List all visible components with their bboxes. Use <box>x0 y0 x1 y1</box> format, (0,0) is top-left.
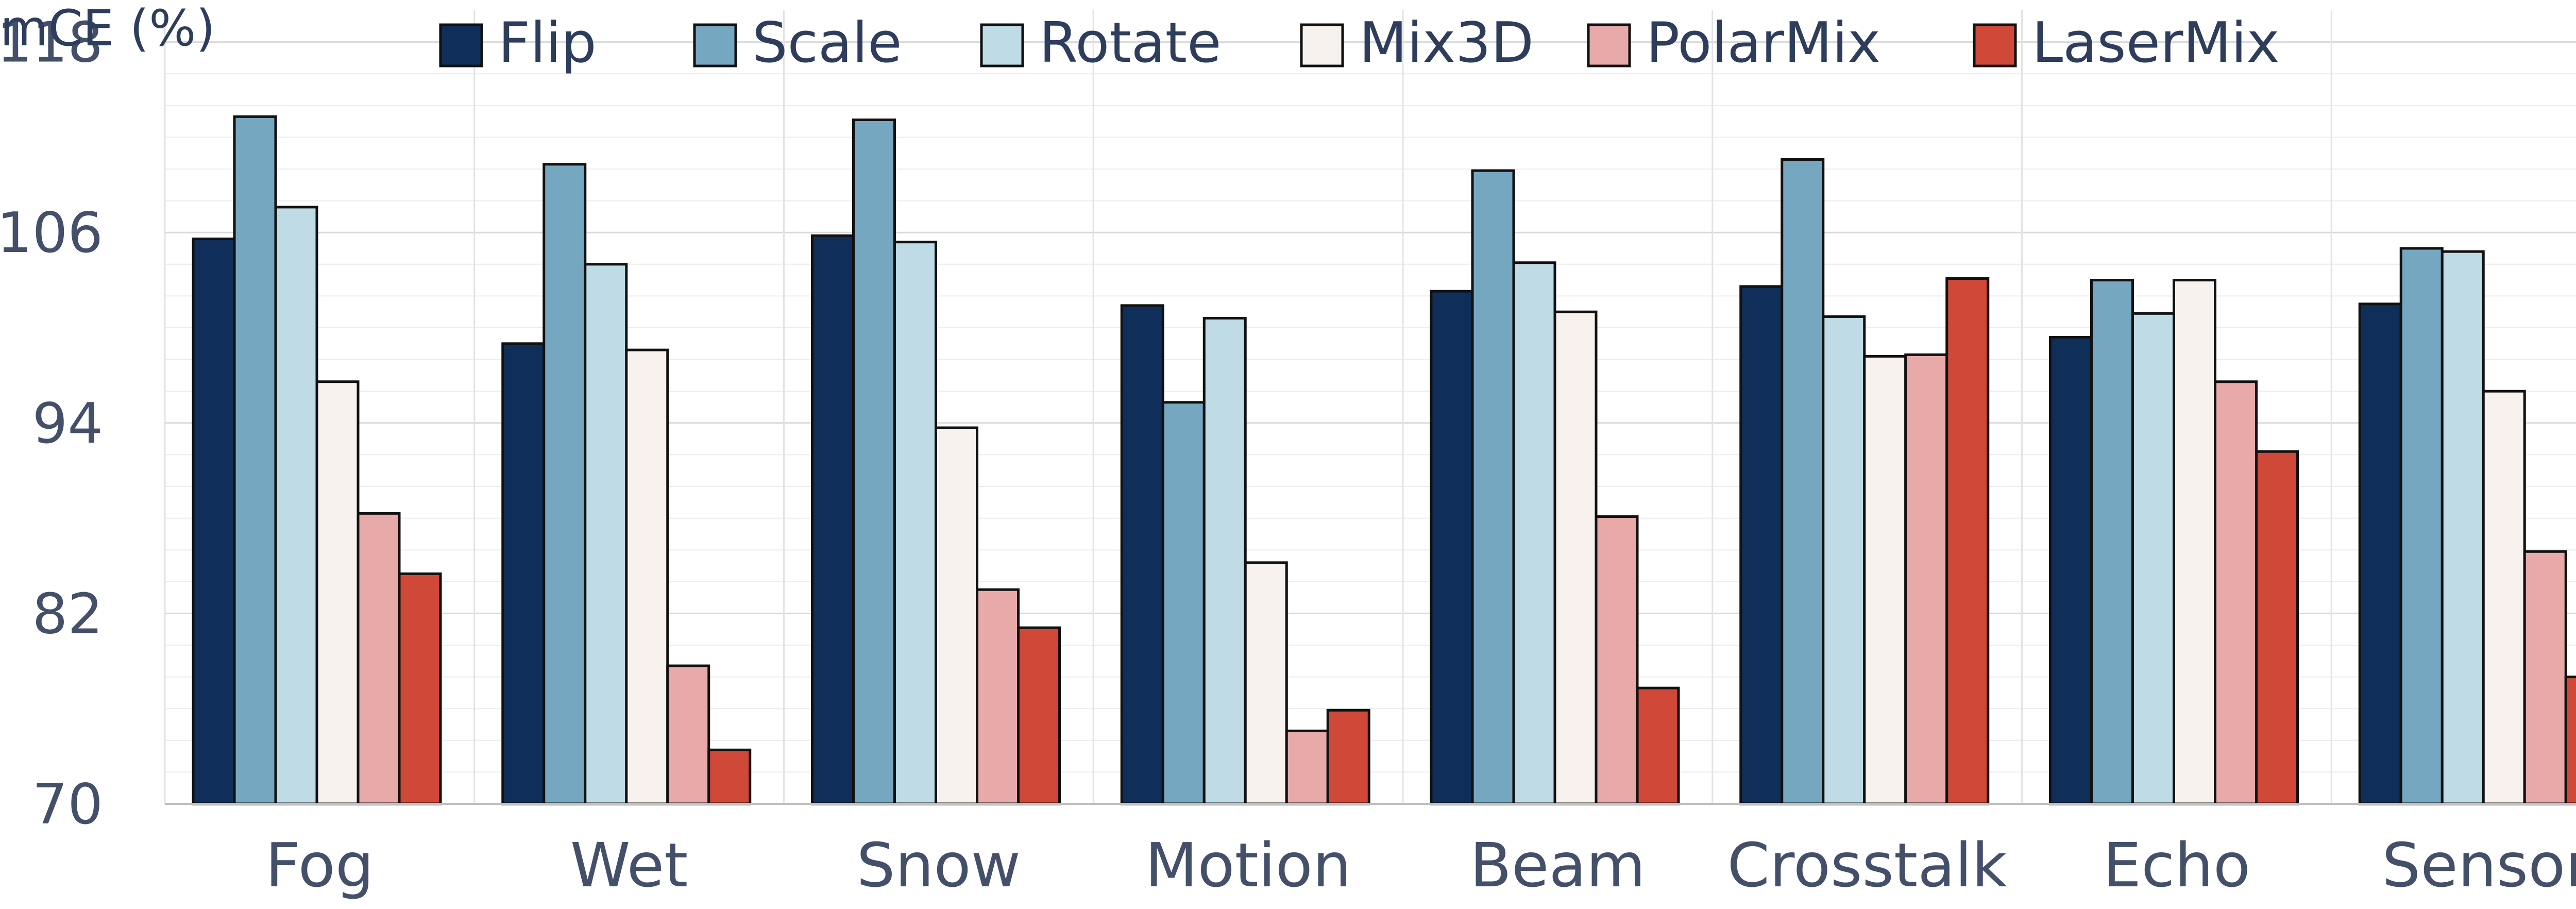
legend-item-rotate: Rotate <box>980 11 1222 75</box>
bar-fog-rotate: Rotate / Fog: 107.6 <box>274 206 318 805</box>
legend-swatch-flip <box>439 23 483 68</box>
bar-crosstalk-flip: Flip / Crosstalk: 102.6 <box>1739 285 1784 805</box>
bar-echo-polarmix: PolarMix / Echo: 96.6 <box>2214 380 2258 805</box>
bar-fog-mix3d: Mix3D / Fog: 96.6 <box>315 380 360 805</box>
legend-label-polarmix: PolarMix <box>1646 11 1880 75</box>
legend-item-lasermix: LaserMix <box>1973 11 2280 75</box>
bar-crosstalk-rotate: Rotate / Crosstalk: 100.7 <box>1822 315 1866 805</box>
bar-motion-mix3d: Mix3D / Motion: 85.2 <box>1244 561 1288 805</box>
legend-swatch-rotate <box>980 23 1024 68</box>
y-axis-label: mCE (%) <box>0 0 215 57</box>
y-tick-label-70: 70 <box>32 772 103 837</box>
x-tick-label-fog: Fog <box>265 830 374 901</box>
x-tick-label-sensor: Sensor <box>2382 830 2576 901</box>
bar-beam-rotate: Rotate / Beam: 104.1 <box>1512 261 1556 805</box>
x-tick-label-echo: Echo <box>2103 830 2250 901</box>
y-tick-label-106: 106 <box>0 201 103 265</box>
legend-item-mix3d: Mix3D <box>1300 11 1534 75</box>
x-tick-label-motion: Motion <box>1145 830 1351 901</box>
bar-motion-scale: Scale / Motion: 95.3 <box>1161 401 1206 805</box>
bar-beam-flip: Flip / Beam: 102.3 <box>1430 290 1474 805</box>
x-tick-label-snow: Snow <box>857 830 1021 901</box>
bar-beam-lasermix: LaserMix / Beam: 77.3 <box>1636 686 1680 805</box>
y-tick-label-82: 82 <box>32 582 103 646</box>
bar-crosstalk-lasermix: LaserMix / Crosstalk: 103.1 <box>1945 277 1990 805</box>
y-tick-label-94: 94 <box>32 392 103 456</box>
bar-wet-mix3d: Mix3D / Wet: 98.6 <box>625 348 669 805</box>
bar-snow-mix3d: Mix3D / Snow: 93.7 <box>935 426 978 805</box>
legend-label-rotate: Rotate <box>1039 11 1222 75</box>
legend-swatch-scale <box>693 23 737 68</box>
x-tick-label-crosstalk: Crosstalk <box>1727 830 2007 901</box>
legend-item-polarmix: PolarMix <box>1587 11 1880 75</box>
bar-sensor-flip: Flip / Sensor: 101.5 <box>2358 302 2402 805</box>
legend-item-flip: Flip <box>439 11 597 75</box>
bar-wet-polarmix: PolarMix / Wet: 78.7 <box>666 664 710 805</box>
bar-echo-lasermix: LaserMix / Echo: 92.2 <box>2255 450 2299 805</box>
bar-motion-lasermix: LaserMix / Motion: 75.9 <box>1326 709 1370 805</box>
bar-fog-lasermix: LaserMix / Fog: 84.5 <box>398 572 442 805</box>
bar-wet-lasermix: LaserMix / Wet: 73.4 <box>707 748 752 805</box>
bar-crosstalk-scale: Scale / Crosstalk: 110.6 <box>1781 158 1825 805</box>
bar-crosstalk-mix3d: Mix3D / Crosstalk: 98.2 <box>1863 355 1907 805</box>
bar-motion-flip: Flip / Motion: 101.4 <box>1120 304 1164 805</box>
bar-motion-polarmix: PolarMix / Motion: 74.6 <box>1285 729 1329 805</box>
bar-wet-flip: Flip / Wet: 99 <box>501 342 546 805</box>
legend-label-mix3d: Mix3D <box>1359 11 1534 75</box>
bar-beam-polarmix: PolarMix / Beam: 88.1 <box>1595 515 1639 805</box>
bar-echo-flip: Flip / Echo: 99.4 <box>2049 335 2093 805</box>
legend-swatch-polarmix <box>1587 23 1631 68</box>
bar-beam-mix3d: Mix3D / Beam: 101 <box>1553 310 1598 805</box>
bar-wet-rotate: Rotate / Wet: 104 <box>584 263 628 805</box>
x-tick-label-beam: Beam <box>1470 830 1646 901</box>
bar-crosstalk-polarmix: PolarMix / Crosstalk: 98.3 <box>1904 353 1948 805</box>
bars: Flip / Fog: 105.6Scale / Fog: 113.3Rotat… <box>192 115 2576 805</box>
axes: Fog Wet Snow Motion Beam Crosstalk Echo Sensor 7… <box>0 11 2576 901</box>
bar-echo-scale: Scale / Echo: 103 <box>2090 279 2134 805</box>
bar-beam-scale: Scale / Beam: 109.9 <box>1471 169 1515 805</box>
bar-sensor-mix3d: Mix3D / Sensor: 96 <box>2482 390 2526 805</box>
legend-label-lasermix: LaserMix <box>2032 11 2280 75</box>
bar-fog-polarmix: PolarMix / Fog: 88.3 <box>357 512 401 805</box>
legend-label-scale: Scale <box>752 11 902 75</box>
bar-sensor-rotate: Rotate / Sensor: 104.8 <box>2441 250 2485 805</box>
bar-echo-mix3d: Mix3D / Echo: 103 <box>2173 279 2216 805</box>
bar-fog-scale: Scale / Fog: 113.3 <box>233 115 277 805</box>
legend-swatch-mix3d <box>1300 23 1344 68</box>
bar-snow-polarmix: PolarMix / Snow: 83.5 <box>976 588 1020 805</box>
legend-label-flip: Flip <box>498 11 597 75</box>
legend-item-scale: Scale <box>693 11 902 75</box>
bar-snow-rotate: Rotate / Snow: 105.4 <box>893 241 937 805</box>
legend: Flip Scale Rotate Mix3D PolarMix LaserMix <box>439 11 2280 75</box>
bar-sensor-polarmix: PolarMix / Sensor: 85.9 <box>2523 550 2567 805</box>
bar-snow-scale: Scale / Snow: 113.1 <box>852 119 896 805</box>
x-tick-label-wet: Wet <box>570 830 688 901</box>
bar-fog-flip: Flip / Fog: 105.6 <box>192 238 236 805</box>
bar-echo-rotate: Rotate / Echo: 100.9 <box>2131 312 2175 805</box>
bar-snow-lasermix: LaserMix / Snow: 81.1 <box>1017 626 1061 805</box>
legend-swatch-lasermix <box>1973 23 2017 68</box>
y-tick-label-118: 118 <box>0 11 103 75</box>
bar-sensor-lasermix: LaserMix / Sensor: 78 <box>2564 676 2576 805</box>
bar-motion-rotate: Rotate / Motion: 100.6 <box>1202 317 1247 805</box>
bar-snow-flip: Flip / Snow: 105.8 <box>811 234 855 805</box>
bar-sensor-scale: Scale / Sensor: 105 <box>2399 247 2444 805</box>
bar-wet-scale: Scale / Wet: 110.3 <box>543 163 587 805</box>
